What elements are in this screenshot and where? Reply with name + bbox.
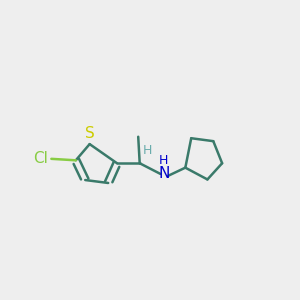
Text: H: H [159, 154, 169, 167]
Text: N: N [158, 166, 169, 181]
Text: H: H [143, 144, 153, 157]
Text: S: S [85, 126, 94, 141]
Text: Cl: Cl [34, 151, 48, 166]
